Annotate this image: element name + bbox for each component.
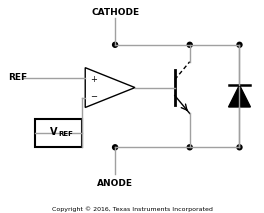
Circle shape: [237, 145, 242, 150]
Text: −: −: [90, 92, 97, 101]
Text: CATHODE: CATHODE: [91, 8, 139, 17]
Polygon shape: [229, 85, 251, 107]
Circle shape: [237, 42, 242, 47]
Text: REF: REF: [59, 131, 74, 137]
Text: V: V: [50, 127, 58, 137]
Circle shape: [112, 42, 117, 47]
Circle shape: [187, 145, 192, 150]
Circle shape: [187, 42, 192, 47]
Text: +: +: [90, 75, 97, 84]
Bar: [35, 119, 82, 147]
Text: ANODE: ANODE: [97, 179, 133, 188]
Text: REF: REF: [9, 73, 28, 82]
Text: Copyright © 2016, Texas Instruments Incorporated: Copyright © 2016, Texas Instruments Inco…: [51, 206, 213, 212]
Circle shape: [112, 145, 117, 150]
